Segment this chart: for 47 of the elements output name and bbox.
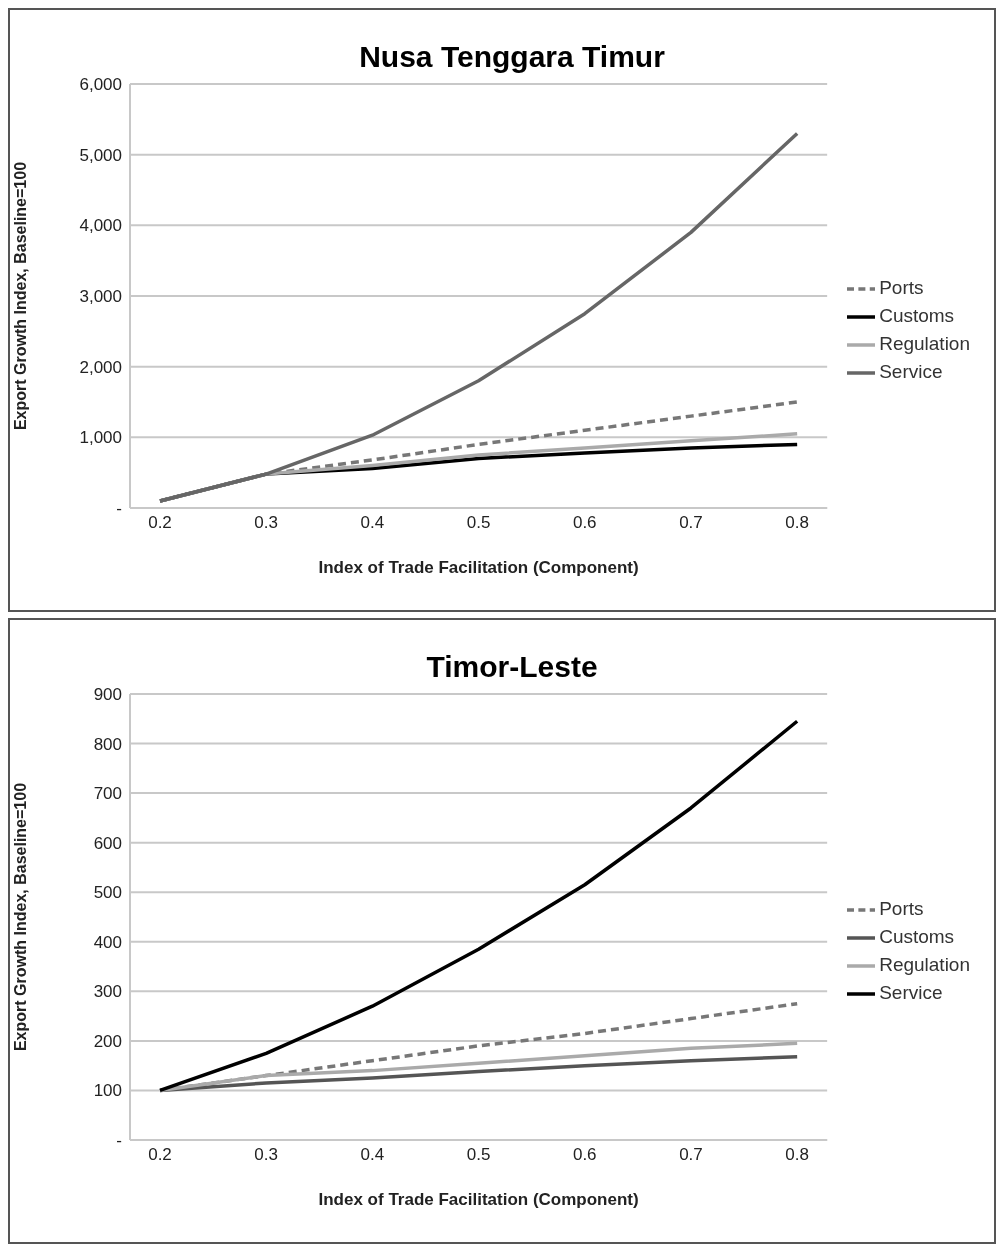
y-tick-label: - bbox=[116, 1131, 122, 1151]
legend-label: Service bbox=[879, 982, 943, 1004]
y-tick-label: 1,000 bbox=[79, 428, 122, 448]
y-axis-title: Export Growth Index, Baseline=100 bbox=[11, 782, 29, 1052]
y-tick-label: 100 bbox=[93, 1081, 122, 1101]
y-tick-label: 6,000 bbox=[79, 75, 122, 95]
x-tick-label: 0.7 bbox=[679, 1145, 703, 1165]
x-tick-label: 0.7 bbox=[679, 513, 703, 533]
y-tick-label: 2,000 bbox=[79, 357, 122, 377]
y-tick-label: 200 bbox=[93, 1031, 122, 1051]
y-tick-label: 3,000 bbox=[79, 287, 122, 307]
y-tick-label: 700 bbox=[93, 784, 122, 804]
x-tick-label: 0.8 bbox=[785, 513, 809, 533]
y-tick-label: 800 bbox=[93, 734, 122, 754]
line-series bbox=[158, 719, 799, 1093]
legend-label: Regulation bbox=[879, 333, 970, 355]
x-tick-label: 0.2 bbox=[148, 513, 172, 533]
y-tick-label: 400 bbox=[93, 932, 122, 952]
x-tick-label: 0.5 bbox=[466, 513, 491, 533]
y-tick-label: 900 bbox=[93, 685, 122, 705]
chart-title: Nusa Tenggara Timur bbox=[358, 40, 666, 74]
x-axis-title: Index of Trade Facilitation (Component) bbox=[318, 558, 639, 577]
y-tick-label: 600 bbox=[93, 833, 122, 853]
y-tick-label: 5,000 bbox=[79, 145, 122, 165]
legend-label: Service bbox=[879, 361, 943, 383]
legend-label: Ports bbox=[879, 277, 924, 299]
x-tick-label: 0.5 bbox=[466, 1145, 491, 1165]
x-tick-label: 0.2 bbox=[148, 1145, 172, 1165]
y-axis-title: Export Growth Index, Baseline=100 bbox=[11, 161, 29, 431]
x-tick-label: 0.4 bbox=[360, 513, 385, 533]
line-series bbox=[158, 131, 799, 503]
y-tick-label: 300 bbox=[93, 982, 122, 1002]
legend-label: Regulation bbox=[879, 954, 970, 976]
x-tick-label: 0.8 bbox=[785, 1145, 809, 1165]
x-axis-title: Index of Trade Facilitation (Component) bbox=[318, 1190, 639, 1209]
y-tick-label: 4,000 bbox=[79, 216, 122, 236]
x-tick-label: 0.3 bbox=[254, 1145, 279, 1165]
x-tick-label: 0.6 bbox=[572, 1145, 597, 1165]
legend-label: Customs bbox=[879, 305, 955, 327]
x-tick-label: 0.6 bbox=[572, 513, 597, 533]
y-tick-label: - bbox=[116, 499, 122, 519]
legend-label: Customs bbox=[879, 926, 955, 948]
x-tick-label: 0.3 bbox=[254, 513, 279, 533]
y-tick-label: 500 bbox=[93, 883, 122, 903]
legend-label: Ports bbox=[879, 898, 924, 920]
chart-title: Timor-Leste bbox=[425, 650, 599, 684]
x-tick-label: 0.4 bbox=[360, 1145, 385, 1165]
